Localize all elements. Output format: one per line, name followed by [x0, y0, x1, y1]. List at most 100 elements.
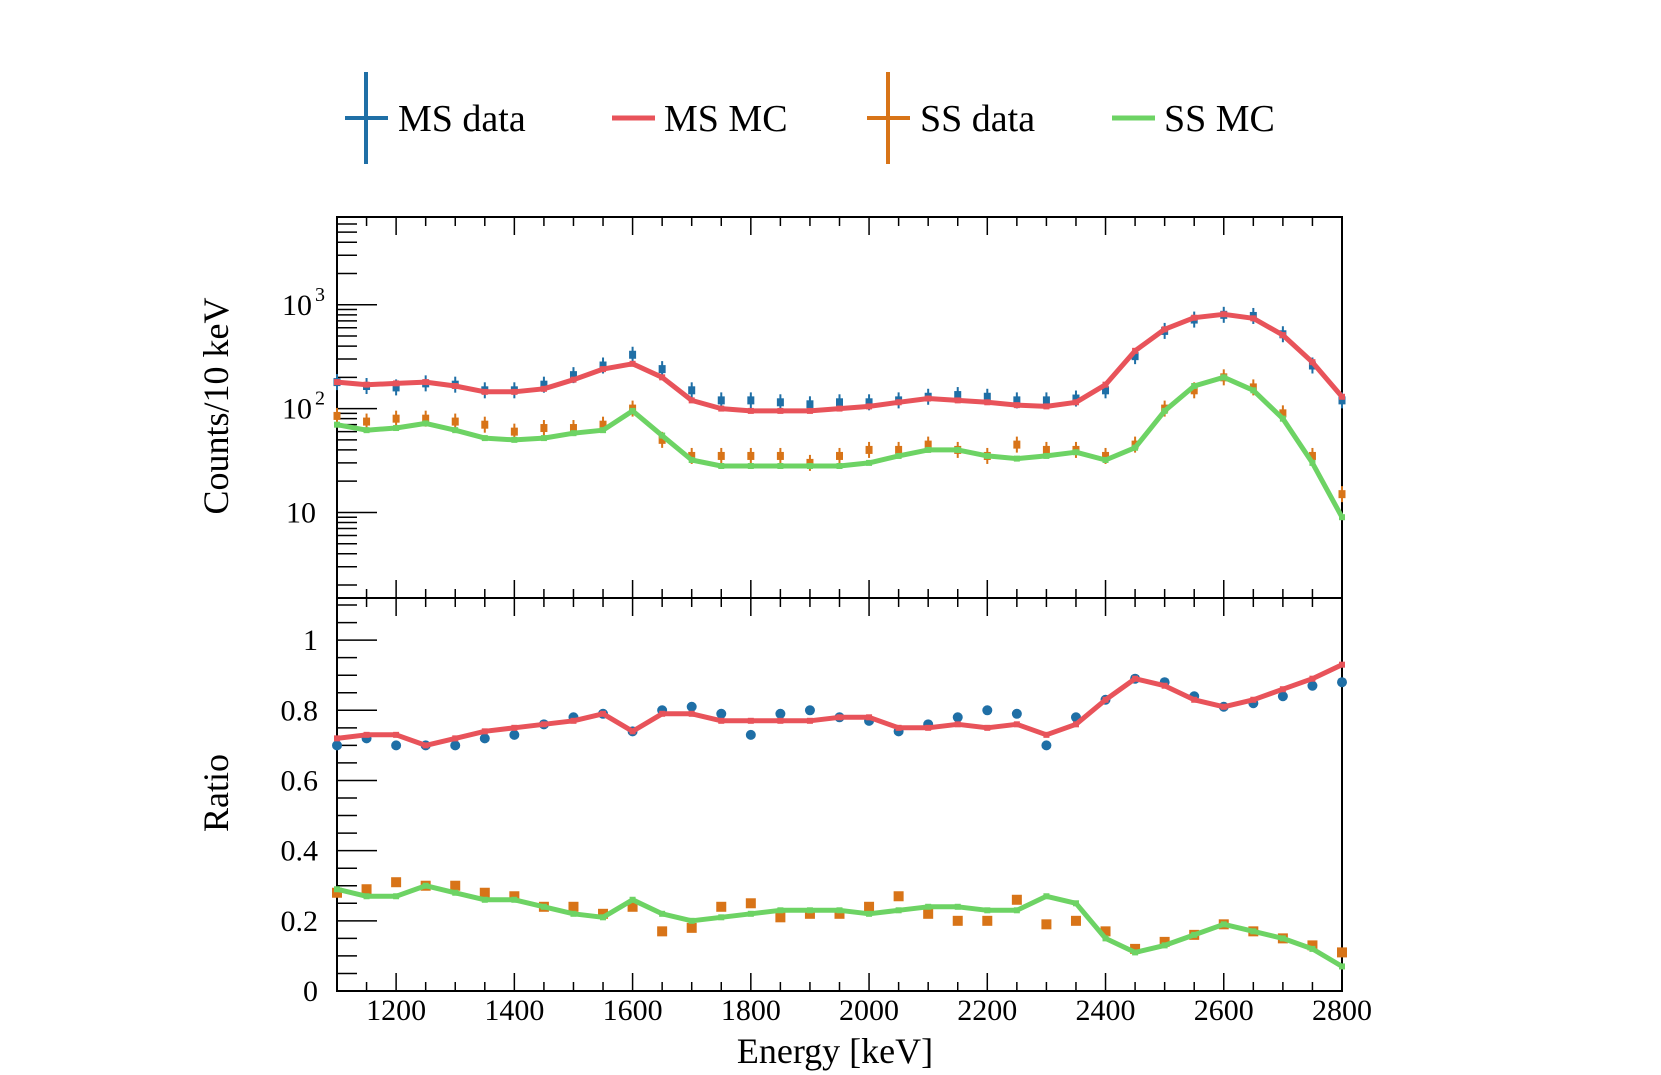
bottom-ss-data-point	[627, 901, 638, 912]
top-ss-mc-bin-marker	[1013, 455, 1020, 462]
top-ss-mc-bin-marker	[452, 427, 459, 434]
x-tick-label: 1400	[484, 994, 544, 1027]
y-tick-label: 10	[282, 289, 312, 322]
bottom-ss-data-point	[1337, 947, 1347, 958]
bottom-ss-mc-bin-marker	[1279, 935, 1286, 942]
top-ss-data-point	[510, 427, 518, 436]
bottom-ss-mc-bin-marker	[629, 896, 636, 903]
top-ss-data-point	[1042, 445, 1050, 454]
top-ms-mc-bin-marker	[954, 397, 961, 404]
top-ms-data-point	[836, 398, 843, 407]
top-ss-data-point	[1308, 451, 1316, 460]
y-tick-label: 0	[303, 975, 318, 1008]
top-ms-mc-bin-marker	[629, 360, 636, 367]
top-ms-mc-bin-marker	[422, 379, 429, 386]
top-ms-data-point	[865, 398, 873, 407]
bottom-ms-mc-bin-marker	[540, 721, 547, 728]
top-ms-mc-bin-marker	[925, 395, 932, 402]
bottom-ss-mc-bin-marker	[925, 903, 932, 910]
bottom-ms-mc-bin-marker	[747, 717, 754, 724]
bottom-ms-data-point	[1337, 677, 1347, 688]
bottom-ss-mc-bin-marker	[363, 893, 370, 900]
bottom-ss-data-point	[1041, 919, 1052, 930]
top-ss-mc-bin-marker	[895, 452, 902, 459]
top-ms-mc-bin-marker	[659, 374, 666, 381]
bottom-ms-data-point	[686, 701, 697, 712]
bottom-ss-mc-bin-marker	[481, 896, 488, 903]
top-ms-data-point	[540, 380, 548, 389]
legend-label-ss-mc: SS MC	[1164, 98, 1275, 140]
bottom-ms-data-point	[332, 740, 342, 751]
x-tick-label: 2000	[839, 994, 899, 1027]
bottom-ms-mc-bin-marker	[1132, 675, 1139, 682]
top-ss-mc-bin-marker	[836, 463, 843, 470]
legend-item-ms-mc: MS MC	[612, 98, 788, 140]
bottom-ms-mc-bin-marker	[718, 717, 725, 724]
top-ss-mc-bin-marker	[1250, 387, 1257, 394]
top-ss-mc-bin-marker	[1102, 456, 1109, 463]
legend-label-ms-mc: MS MC	[664, 98, 788, 140]
top-ss-mc-bin-marker	[1339, 514, 1345, 521]
top-ss-mc-bin-marker	[866, 459, 873, 466]
bottom-ss-data-point	[834, 908, 845, 919]
bottom-ms-mc-bin-marker	[688, 710, 695, 717]
top-ss-mc-bin-marker	[422, 420, 429, 427]
bottom-ss-mc-bin-marker	[1161, 942, 1168, 949]
bottom-ms-mc-bin-marker	[1013, 721, 1020, 728]
top-ms-mc-bin-marker	[1043, 403, 1050, 410]
bottom-ss-mc-bin-marker	[747, 910, 754, 917]
top-ss-data-point	[747, 451, 755, 460]
bottom-ms-data-point	[391, 740, 402, 751]
legend-label-ms-data: MS data	[398, 98, 526, 140]
top-ms-mc-bin-marker	[1102, 381, 1109, 388]
top-ms-data-point	[658, 365, 666, 374]
bottom-ss-data-point	[716, 901, 727, 912]
top-ss-mc-bin-marker	[925, 446, 932, 453]
bottom-ms-mc-bin-marker	[659, 710, 666, 717]
top-ms-mc-bin-marker	[1279, 332, 1286, 339]
top-ss-data-point	[392, 414, 400, 423]
bottom-ss-mc-bin-marker	[718, 914, 725, 921]
bottom-ss-data-point	[1100, 926, 1111, 937]
bottom-ms-mc-bin-marker	[600, 710, 607, 717]
top-ms-mc-bin-marker	[866, 403, 873, 410]
top-ss-mc-bin-marker	[1132, 444, 1139, 451]
top-ms-mc-bin-marker	[540, 385, 547, 392]
bottom-ss-mc-bin-marker	[895, 907, 902, 914]
top-ms-mc-bin-marker	[1013, 402, 1020, 409]
top-ss-data-point	[451, 417, 459, 426]
top-ms-mc-bin-marker	[688, 397, 695, 404]
top-ss-mc-bin-marker	[747, 463, 754, 470]
top-ss-mc-bin-marker	[570, 430, 577, 437]
bottom-ss-data-point	[509, 891, 520, 902]
x-tick-label: 1600	[603, 994, 663, 1027]
top-ss-data-point	[1338, 490, 1346, 499]
bottom-ms-mc-bin-marker	[866, 714, 873, 721]
legend-item-ss-data: SS data	[867, 72, 1035, 164]
top-ms-mc-bin-marker	[1250, 315, 1257, 322]
bottom-ms-data-point	[804, 705, 815, 716]
y-tick-label-exponent: 3	[315, 284, 325, 306]
top-ms-data-point	[569, 371, 577, 380]
top-ss-data-point	[481, 420, 489, 429]
bottom-ms-mc-bin-marker	[1250, 696, 1257, 703]
bottom-ss-mc-bin-marker	[540, 903, 547, 910]
top-ss-data-point	[540, 424, 548, 433]
bottom-ms-mc-bin-marker	[984, 724, 991, 731]
top-ss-data-point	[363, 417, 371, 426]
top-ss-mc-bin-marker	[1072, 449, 1079, 456]
y-tick-label: 0.8	[281, 694, 319, 727]
top-ms-mc-bin-marker	[777, 407, 784, 414]
top-ms-mc-bin-marker	[481, 388, 488, 395]
top-ss-mc-bin-marker	[954, 446, 961, 453]
x-tick-label: 1200	[366, 994, 426, 1027]
bottom-ss-data-point	[1307, 940, 1318, 951]
top-ms-mc-bin-marker	[570, 376, 577, 383]
top-ss-mc-bin-marker	[1220, 374, 1227, 381]
bottom-ss-mc-bin-marker	[334, 886, 340, 893]
top-ms-data-point	[1102, 386, 1110, 395]
top-ms-data-point	[392, 383, 400, 392]
bottom-ms-data-point	[1041, 740, 1052, 751]
top-ss-data-point	[1190, 386, 1198, 395]
